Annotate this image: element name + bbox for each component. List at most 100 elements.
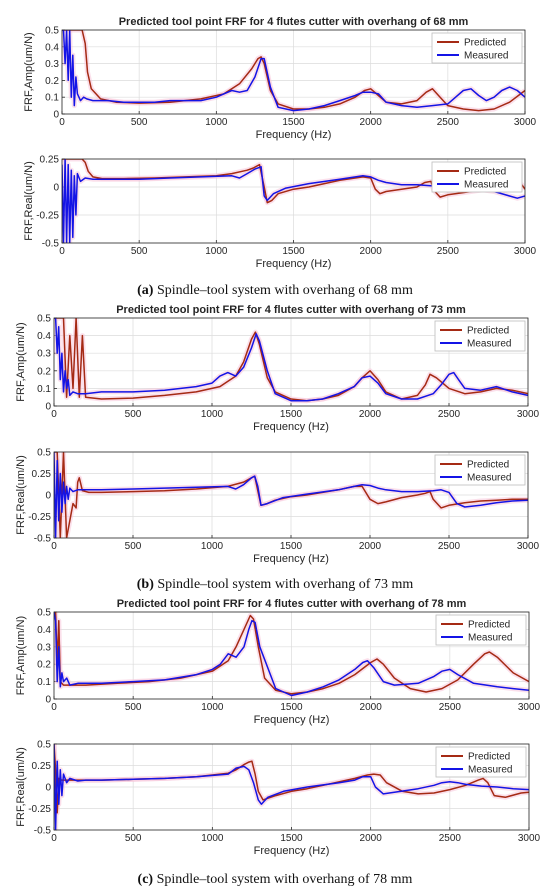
y-tick-label: 0 (45, 783, 51, 794)
legend-label-predicted: Predicted (464, 167, 506, 178)
series-line-measured (62, 30, 525, 112)
legend: Predicted Measured (435, 614, 527, 646)
y-tick-label: 0.2 (37, 366, 51, 377)
series-line-measured (54, 612, 529, 697)
x-tick-label: 500 (131, 117, 148, 128)
x-tick-label: 2500 (439, 702, 462, 713)
series-group (54, 744, 529, 830)
series-group (62, 30, 525, 114)
legend-box (434, 320, 526, 352)
y-tick-label: 0.5 (37, 314, 51, 325)
plot-frame (53, 743, 530, 831)
x-tick-label: 0 (51, 541, 57, 552)
chart-a-amp: 0 500 1000 1500 2000 2500 3000 0 0.1 0.2 0.3 0.4 0.5… (23, 16, 537, 141)
y-tick-label: 0.4 (37, 625, 51, 636)
chart-c-amp: 0 500 1000 1500 2000 2500 3000 0 0.1 0.2 0.3 0.4 0.5… (15, 598, 541, 726)
x-tick-label: 3000 (517, 409, 540, 420)
x-tick-label: 500 (125, 833, 142, 844)
series-group (54, 612, 529, 698)
y-tick-label: 0.4 (37, 331, 51, 342)
x-tick-label: 0 (59, 117, 65, 128)
y-tick-label: 0.1 (37, 384, 51, 395)
legend-label-measured: Measured (467, 473, 511, 484)
x-axis-label: Frequency (Hz) (253, 553, 329, 565)
x-tick-label: 500 (125, 541, 142, 552)
legend-box (435, 746, 527, 778)
y-tick-label: 0 (45, 402, 51, 413)
legend-box (431, 32, 523, 64)
y-tick-label: 0 (45, 491, 51, 502)
series-line-measured (54, 744, 529, 830)
plot-frame (61, 158, 526, 244)
chart-c-real: 0 500 1000 1500 2000 2500 3000 -0.5 -0.25 0 0.25 0.… (15, 740, 541, 858)
x-tick-label: 500 (131, 246, 148, 257)
x-tick-label: 3000 (514, 117, 537, 128)
x-axis-label: Frequency (Hz) (254, 714, 330, 726)
y-tick-label: 0.5 (37, 608, 51, 619)
x-tick-label: 1500 (280, 409, 303, 420)
caption-b: (b) Spindle–tool system with overhang of… (136, 577, 414, 592)
series-group (54, 452, 528, 538)
x-axis-label: Frequency (Hz) (256, 258, 332, 270)
x-tick-label: 1500 (282, 117, 305, 128)
x-tick-label: 3000 (517, 541, 540, 552)
legend-box (431, 161, 523, 193)
x-tick-label: 2000 (360, 117, 383, 128)
legend-label-predicted: Predicted (468, 752, 510, 763)
x-tick-label: 3000 (518, 702, 541, 713)
x-tick-label: 2000 (360, 246, 383, 257)
chart-title: Predicted tool point FRF for 4 flutes cu… (116, 304, 466, 316)
x-tick-label: 1500 (280, 833, 303, 844)
chart-b-amp: 0 500 1000 1500 2000 2500 3000 0 0.1 0.2 0.3 0.4 0.5… (15, 304, 540, 433)
series-line-predicted (54, 318, 528, 402)
x-tick-label: 2500 (437, 246, 460, 257)
x-axis-label: Frequency (Hz) (254, 845, 330, 857)
y-tick-label: 0.25 (32, 469, 52, 480)
x-axis-label: Frequency (Hz) (253, 421, 329, 433)
legend-box (434, 454, 526, 486)
x-tick-label: 1000 (201, 702, 224, 713)
x-tick-label: 3000 (514, 246, 537, 257)
y-tick-label: -0.25 (28, 804, 51, 815)
legend-label-predicted: Predicted (468, 620, 510, 631)
series-group (54, 318, 528, 404)
y-tick-label: 0 (53, 183, 59, 194)
caption-a: (a) Spindle–tool system with overhang of… (137, 283, 413, 298)
series-line-measured (54, 452, 528, 538)
x-tick-label: 2000 (359, 541, 382, 552)
x-tick-label: 1000 (201, 833, 224, 844)
chart-title: Predicted tool point FRF for 4 flutes cu… (117, 598, 467, 610)
legend-label-measured: Measured (464, 51, 508, 62)
y-tick-label: 0 (53, 110, 59, 121)
x-tick-label: 500 (125, 702, 142, 713)
y-axis-label: FRF,Amp(um/N) (15, 322, 27, 401)
legend-label-measured: Measured (468, 633, 512, 644)
y-tick-label: 0.5 (37, 740, 51, 751)
legend-label-measured: Measured (467, 339, 511, 350)
y-axis-label: FRF,Real(um/N) (15, 455, 27, 534)
y-axis-label: FRF,Real(um/N) (23, 161, 35, 240)
series-line-measured (54, 318, 528, 402)
y-tick-label: 0.5 (45, 26, 59, 37)
x-tick-label: 1500 (282, 246, 305, 257)
y-tick-label: 0.1 (37, 677, 51, 688)
chart-b-real: 0 500 1000 1500 2000 2500 3000 -0.5 -0.25 0 0.25 0.… (15, 448, 540, 566)
plot-frame (53, 451, 529, 539)
chart-title: Predicted tool point FRF for 4 flutes cu… (119, 16, 469, 28)
legend-label-predicted: Predicted (467, 460, 509, 471)
x-tick-label: 0 (51, 702, 57, 713)
legend-label-measured: Measured (464, 180, 508, 191)
y-axis-label: FRF,Amp(um/N) (23, 32, 35, 111)
x-tick-label: 1500 (280, 541, 303, 552)
y-tick-label: 0.3 (45, 59, 59, 70)
x-tick-label: 2000 (360, 833, 383, 844)
y-tick-label: -0.5 (42, 239, 60, 250)
x-tick-label: 2500 (439, 833, 462, 844)
legend-label-predicted: Predicted (467, 326, 509, 337)
y-tick-label: 0.2 (45, 76, 59, 87)
y-tick-label: -0.25 (28, 512, 51, 523)
legend-label-measured: Measured (468, 765, 512, 776)
x-tick-label: 2500 (438, 541, 461, 552)
x-tick-label: 1000 (201, 541, 224, 552)
y-axis-label: FRF,Real(um/N) (15, 747, 27, 826)
